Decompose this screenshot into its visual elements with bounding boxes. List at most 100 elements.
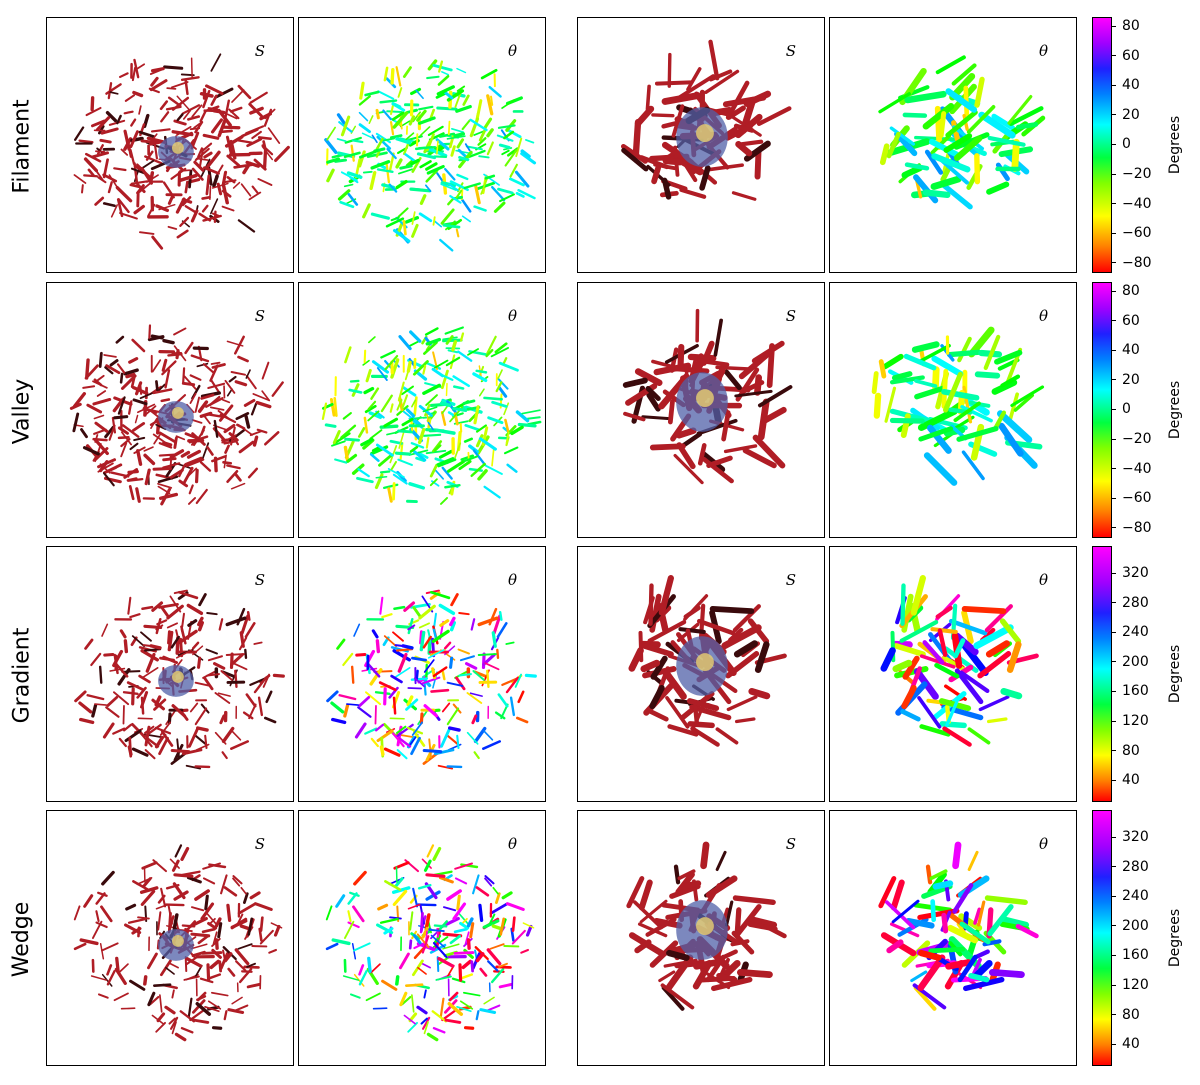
colorbar-title: Degrees	[1160, 546, 1190, 802]
feature-map-image	[628, 575, 787, 747]
feature-map-image	[69, 324, 284, 506]
colorbar-tick-label: 80	[1112, 283, 1140, 299]
colorbar-tick-label: 120	[1112, 977, 1149, 993]
feature-map-image	[74, 589, 285, 770]
colorbar-tick-label: 80	[1112, 743, 1140, 759]
colorbar	[1092, 282, 1112, 538]
angle-label: θ	[507, 835, 517, 853]
colorbar-tick-label: 40	[1112, 77, 1140, 93]
colorbar-tick-label: −20	[1112, 431, 1152, 447]
colorbar-tick-label: 80	[1112, 1007, 1140, 1023]
colorbar-tick-label: 20	[1112, 372, 1140, 388]
row-label: Filament	[2, 17, 42, 275]
colorbar-title: Degrees	[1160, 282, 1190, 538]
strength-label: S	[785, 571, 796, 589]
colorbar-title-text: Degrees	[1167, 380, 1183, 440]
angle-label: θ	[1038, 835, 1048, 853]
valley-angle-map-zoom: θ	[829, 282, 1077, 538]
colorbar-tick-label: 280	[1112, 595, 1149, 611]
wedge-strength-map-full: S	[46, 810, 294, 1066]
colorbar-tick-label: 20	[1112, 107, 1140, 123]
colorbar-tick-label: 320	[1112, 565, 1149, 581]
row-label: Gradient	[2, 546, 42, 804]
strength-label: S	[254, 42, 265, 60]
colorbar-tick-label: 160	[1112, 947, 1149, 963]
colorbar-tick-label: 240	[1112, 624, 1149, 640]
colorbar-tick-label: 200	[1112, 654, 1149, 670]
angle-label: θ	[1038, 307, 1048, 325]
valley-angle-map-full: θ	[298, 282, 546, 538]
colorbar	[1092, 546, 1112, 802]
strength-label: S	[785, 307, 796, 325]
feature-map-image	[622, 308, 793, 485]
feature-map-image	[325, 844, 535, 1042]
colorbar-tick-label: 60	[1112, 313, 1140, 329]
strength-label: S	[254, 307, 265, 325]
row-label-text: Filament	[9, 98, 35, 194]
wedge-angle-map-zoom: θ	[829, 810, 1077, 1066]
colorbar-title-text: Degrees	[1167, 644, 1183, 704]
colorbar-tick-label: −80	[1112, 255, 1152, 271]
colorbar-tick-label: 80	[1112, 18, 1140, 34]
strength-label: S	[785, 835, 796, 853]
angle-label: θ	[507, 42, 517, 60]
feature-map-image	[621, 39, 792, 201]
colorbar-tick-label: 40	[1112, 772, 1140, 788]
colorbar-tick-label: 0	[1112, 136, 1131, 152]
colorbar-ticks: 80 60 40 20 0 −20 −40 −60 −80	[1112, 17, 1162, 273]
colorbar-tick-label: −20	[1112, 166, 1152, 182]
gradient-strength-map-full: S	[46, 546, 294, 802]
row-label-text: Gradient	[9, 627, 35, 723]
feature-map-image	[878, 55, 1046, 210]
strength-label: S	[254, 835, 265, 853]
row-label: Wedge	[2, 810, 42, 1068]
strength-label: S	[785, 42, 796, 60]
row-label: Valley	[2, 282, 42, 540]
colorbar-tick-label: −60	[1112, 490, 1152, 506]
colorbar-ticks: 320 280 240 200 160 120 80 40	[1112, 810, 1162, 1066]
colorbar-tick-label: 120	[1112, 713, 1149, 729]
gradient-angle-map-zoom: θ	[829, 546, 1077, 802]
wedge-angle-map-full: θ	[298, 810, 546, 1066]
colorbar-tick-label: 40	[1112, 1036, 1140, 1052]
colorbar-ticks: 80 60 40 20 0 −20 −40 −60 −80	[1112, 282, 1162, 538]
colorbar-title-text: Degrees	[1167, 115, 1183, 175]
angle-label: θ	[507, 307, 517, 325]
gradient-angle-map-full: θ	[298, 546, 546, 802]
colorbar	[1092, 17, 1112, 273]
colorbar	[1092, 810, 1112, 1066]
angle-label: θ	[1038, 571, 1048, 589]
colorbar-tick-label: 0	[1112, 401, 1131, 417]
feature-map-image	[871, 326, 1045, 486]
feature-map-image	[626, 841, 787, 1011]
colorbar-tick-label: −40	[1112, 196, 1152, 212]
colorbar-tick-label: −40	[1112, 461, 1152, 477]
angle-label: θ	[1038, 42, 1048, 60]
valley-strength-map-full: S	[46, 282, 294, 538]
filament-angle-map-zoom: θ	[829, 17, 1077, 273]
feature-map-image	[878, 841, 1039, 1011]
colorbar-title: Degrees	[1160, 17, 1190, 273]
feature-map-image	[324, 59, 537, 252]
filament-strength-map-zoom: S	[577, 17, 825, 273]
colorbar-tick-label: 240	[1112, 888, 1149, 904]
row-label-text: Wedge	[9, 901, 35, 977]
strength-label: S	[254, 571, 265, 589]
valley-strength-map-zoom: S	[577, 282, 825, 538]
colorbar-tick-label: 160	[1112, 683, 1149, 699]
feature-map-image	[321, 326, 542, 505]
colorbar-tick-label: −60	[1112, 225, 1152, 241]
row-label-text: Valley	[9, 378, 35, 444]
colorbar-tick-label: 200	[1112, 918, 1149, 934]
feature-map-image	[73, 844, 283, 1042]
wedge-strength-map-zoom: S	[577, 810, 825, 1066]
feature-map-image	[326, 589, 537, 770]
colorbar-tick-label: 320	[1112, 829, 1149, 845]
colorbar-ticks: 320 280 240 200 160 120 80 40	[1112, 546, 1162, 802]
colorbar-tick-label: 40	[1112, 342, 1140, 358]
colorbar-title-text: Degrees	[1167, 908, 1183, 968]
colorbar-tick-label: 280	[1112, 859, 1149, 875]
angle-label: θ	[507, 571, 517, 589]
gradient-strength-map-zoom: S	[577, 546, 825, 802]
filament-angle-map-full: θ	[298, 17, 546, 273]
